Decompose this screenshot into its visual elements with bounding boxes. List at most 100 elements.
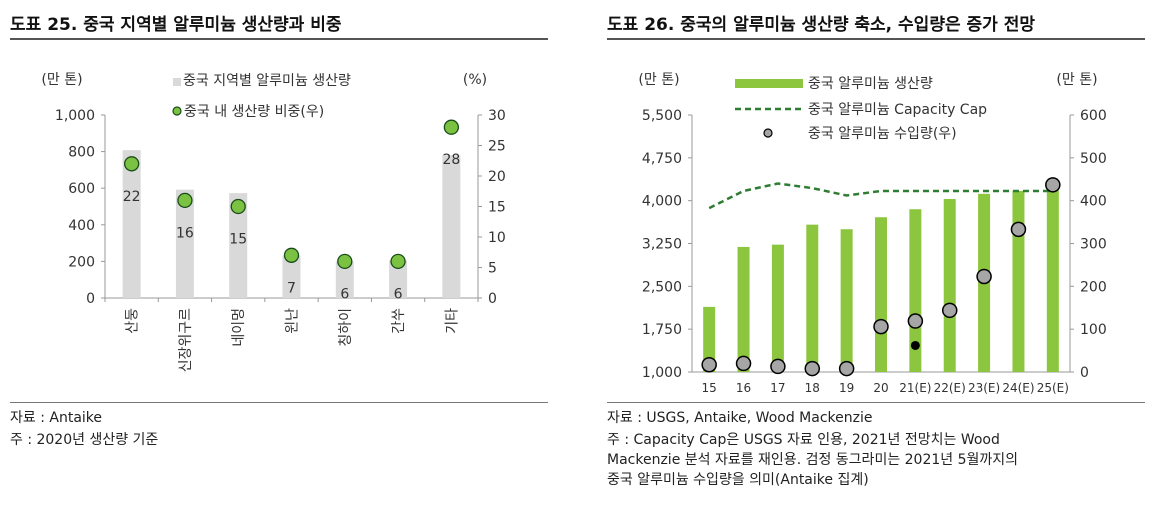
import-ytd-dot-21(E) bbox=[910, 340, 920, 350]
left-chart-title: 도표 25. 중국 지역별 알루미늄 생산량과 비중 bbox=[10, 15, 342, 35]
bar-간쑤 bbox=[389, 260, 408, 298]
right-y-tick-label: 500 bbox=[1080, 151, 1107, 167]
left-y-axis-unit: (만 톤) bbox=[41, 72, 82, 88]
right-bottom-rule bbox=[607, 402, 1145, 403]
production-bar-19 bbox=[840, 229, 853, 372]
share-label-칭하이: 6 bbox=[340, 286, 349, 302]
production-bar-22(E) bbox=[943, 198, 956, 372]
right-note-line-3: 중국 알루미늄 수입량을 의미(Antaike 집계) bbox=[607, 472, 869, 488]
bar-기타 bbox=[442, 155, 461, 298]
right-y-tick-label: 25 bbox=[488, 139, 506, 155]
bar-윈난 bbox=[282, 255, 301, 298]
x-category-label: 23(E) bbox=[968, 381, 1000, 395]
right-y-tick-label: 300 bbox=[1080, 237, 1107, 253]
production-bar-18 bbox=[806, 224, 819, 372]
right-y-tick-label: 10 bbox=[488, 230, 506, 246]
share-dot-산둥 bbox=[123, 156, 140, 172]
legend-bar-swatch bbox=[735, 79, 803, 88]
share-label-네이멍: 15 bbox=[229, 232, 247, 248]
left-y-tick-label: 400 bbox=[68, 218, 95, 234]
production-bar-16 bbox=[737, 246, 750, 372]
left-y-tick-label: 2,500 bbox=[642, 279, 682, 295]
import-dot-19 bbox=[838, 360, 855, 377]
share-dot-간쑤 bbox=[390, 253, 406, 270]
legend-dot-label: 중국 알루미늄 수입량(우) bbox=[808, 126, 957, 142]
right-title-rule bbox=[607, 38, 1145, 40]
right-panel: 도표 26. 중국의 알루미늄 생산량 축소, 수입량은 증가 전망 (만 톤)… bbox=[607, 0, 1145, 527]
left-y-tick-label: 0 bbox=[86, 291, 95, 307]
import-dot-24(E) bbox=[1010, 221, 1027, 238]
share-dot-신장위구르 bbox=[177, 192, 193, 209]
right-note-line-1: 주 : Capacity Cap은 USGS 자료 인용, 2021년 전망치는… bbox=[607, 432, 1000, 448]
x-category-label: 20 bbox=[873, 381, 888, 395]
production-bar-17 bbox=[771, 244, 784, 372]
right-y-axis-unit: (%) bbox=[463, 72, 487, 88]
left-y-tick-label: 600 bbox=[68, 181, 95, 197]
import-dot-25(E) bbox=[1045, 177, 1061, 193]
import-dot-21(E) bbox=[907, 313, 924, 329]
production-bar-15 bbox=[703, 306, 716, 372]
left-y-tick-label: 4,750 bbox=[642, 151, 682, 167]
legend-bar-swatch bbox=[173, 78, 181, 86]
left-y-tick-label: 5,500 bbox=[642, 108, 682, 124]
legend-dot-swatch bbox=[172, 106, 182, 116]
import-dot-23(E) bbox=[976, 268, 992, 285]
production-bar-25(E) bbox=[1046, 180, 1059, 372]
share-label-간쑤: 6 bbox=[394, 286, 403, 302]
x-category-label: 17 bbox=[770, 381, 785, 395]
import-dot-18 bbox=[804, 360, 821, 377]
capacity-cap-line bbox=[708, 182, 1053, 210]
left-y-tick-label: 800 bbox=[68, 145, 95, 161]
bar-산둥 bbox=[122, 150, 141, 298]
x-category-label: 22(E) bbox=[934, 381, 966, 395]
left-y-tick-label: 1,000 bbox=[55, 108, 95, 124]
production-bar-21(E) bbox=[909, 209, 922, 372]
legend-line-label: 중국 알루미늄 Capacity Cap bbox=[808, 102, 987, 118]
right-y-tick-label: 100 bbox=[1080, 322, 1107, 338]
right-y-tick-label: 0 bbox=[1080, 365, 1089, 381]
left-y-tick-label: 3,250 bbox=[642, 237, 682, 253]
x-category-label: 21(E) bbox=[899, 381, 931, 395]
share-dot-네이멍 bbox=[230, 198, 246, 215]
x-category-label: 18 bbox=[805, 381, 820, 395]
left-y-axis-unit: (만 톤) bbox=[638, 72, 679, 88]
x-category-label: 산둥 bbox=[125, 308, 141, 334]
import-dot-17 bbox=[770, 358, 786, 375]
legend-bar-label: 중국 지역별 알루미늄 생산량 bbox=[183, 73, 351, 89]
share-dot-윈난 bbox=[283, 247, 300, 263]
import-dot-15 bbox=[701, 356, 717, 373]
legend-bar-label: 중국 알루미늄 생산량 bbox=[808, 76, 933, 92]
legend-dot-swatch bbox=[763, 128, 773, 138]
share-label-기타: 28 bbox=[442, 152, 460, 168]
x-category-label: 칭하이 bbox=[338, 308, 354, 347]
production-bar-20 bbox=[875, 217, 887, 372]
production-bar-24(E) bbox=[1012, 190, 1025, 372]
share-label-윈난: 7 bbox=[287, 280, 296, 296]
x-category-label: 15 bbox=[702, 381, 717, 395]
legend-dot-label: 중국 내 생산량 비중(우) bbox=[184, 104, 324, 120]
left-source: 자료 : Antaike bbox=[10, 410, 103, 426]
import-dot-20 bbox=[873, 318, 889, 335]
left-y-tick-label: 200 bbox=[68, 254, 95, 270]
x-category-label: 16 bbox=[736, 381, 751, 395]
left-panel: 도표 25. 중국 지역별 알루미늄 생산량과 비중 (만 톤) (%) 중국 지역… bbox=[10, 0, 548, 527]
right-y-tick-label: 20 bbox=[488, 169, 506, 185]
bar-신장위구르 bbox=[175, 189, 194, 298]
x-category-label: 윈난 bbox=[285, 308, 301, 334]
left-y-tick-label: 1,000 bbox=[642, 365, 682, 381]
right-y-tick-label: 15 bbox=[488, 200, 506, 216]
right-y-tick-label: 0 bbox=[488, 291, 497, 307]
right-source: 자료 : USGS, Antaike, Wood Mackenzie bbox=[607, 410, 873, 426]
x-category-label: 네이멍 bbox=[231, 308, 247, 347]
import-dot-22(E) bbox=[941, 302, 958, 319]
share-dot-기타 bbox=[443, 119, 460, 135]
x-category-label: 신장위구르 bbox=[178, 308, 194, 373]
left-bottom-rule bbox=[10, 402, 548, 403]
x-category-label: 25(E) bbox=[1037, 381, 1069, 395]
right-y-tick-label: 30 bbox=[488, 108, 506, 124]
right-y-tick-label: 600 bbox=[1080, 108, 1107, 124]
right-y-tick-label: 200 bbox=[1080, 279, 1107, 295]
import-dot-16 bbox=[735, 355, 752, 372]
bar-네이멍 bbox=[229, 193, 248, 298]
